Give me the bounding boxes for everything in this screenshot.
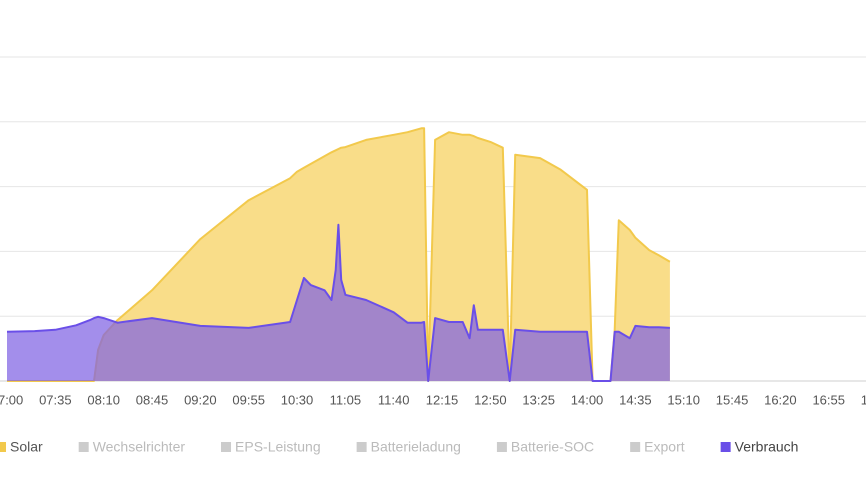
legend-label[interactable]: Verbrauch	[735, 439, 799, 455]
legend-label[interactable]: Export	[644, 439, 685, 455]
legend-swatch[interactable]	[356, 442, 367, 452]
x-tick-label: 11:40	[378, 392, 410, 407]
legend-label[interactable]: Batterieladung	[371, 439, 461, 455]
legend-label[interactable]: Solar	[10, 439, 43, 455]
line	[6, 223, 670, 382]
x-tick-label: 10:30	[281, 392, 314, 407]
x-tick-label: 15:10	[667, 392, 700, 407]
legend-label[interactable]: EPS-Leistung	[235, 439, 321, 455]
x-tick-label: 12:15	[426, 392, 459, 407]
legend-label[interactable]: Wechselrichter	[93, 439, 186, 455]
x-tick-label: 07:35	[39, 392, 72, 407]
x-tick-label: 11:05	[330, 392, 362, 407]
legend-swatch[interactable]	[720, 442, 731, 452]
legend-swatch[interactable]	[630, 442, 641, 452]
legend-label[interactable]: Batterie-SOC	[511, 439, 594, 455]
x-tick-label: 17:30	[861, 392, 866, 407]
x-tick-label: 12:50	[474, 392, 507, 407]
legend-swatch[interactable]	[0, 442, 6, 452]
x-tick-label: 14:35	[619, 392, 652, 407]
x-tick-label: 08:10	[87, 392, 120, 407]
line	[7, 127, 671, 382]
x-tick-label: 09:55	[232, 392, 265, 407]
x-tick-label: 16:55	[812, 392, 845, 407]
x-tick-label: 15:45	[716, 392, 749, 407]
x-tick-label: 16:20	[764, 392, 797, 407]
legend-swatch[interactable]	[496, 442, 507, 452]
legend-swatch[interactable]	[221, 442, 232, 452]
x-tick-label: 09:20	[184, 392, 217, 407]
legend-swatch[interactable]	[78, 442, 89, 452]
x-tick-label: 14:00	[571, 392, 604, 407]
x-tick-label: 07:00	[0, 392, 23, 407]
x-tick-label: 08:45	[136, 392, 169, 407]
x-tick-label: 13:25	[522, 392, 555, 407]
